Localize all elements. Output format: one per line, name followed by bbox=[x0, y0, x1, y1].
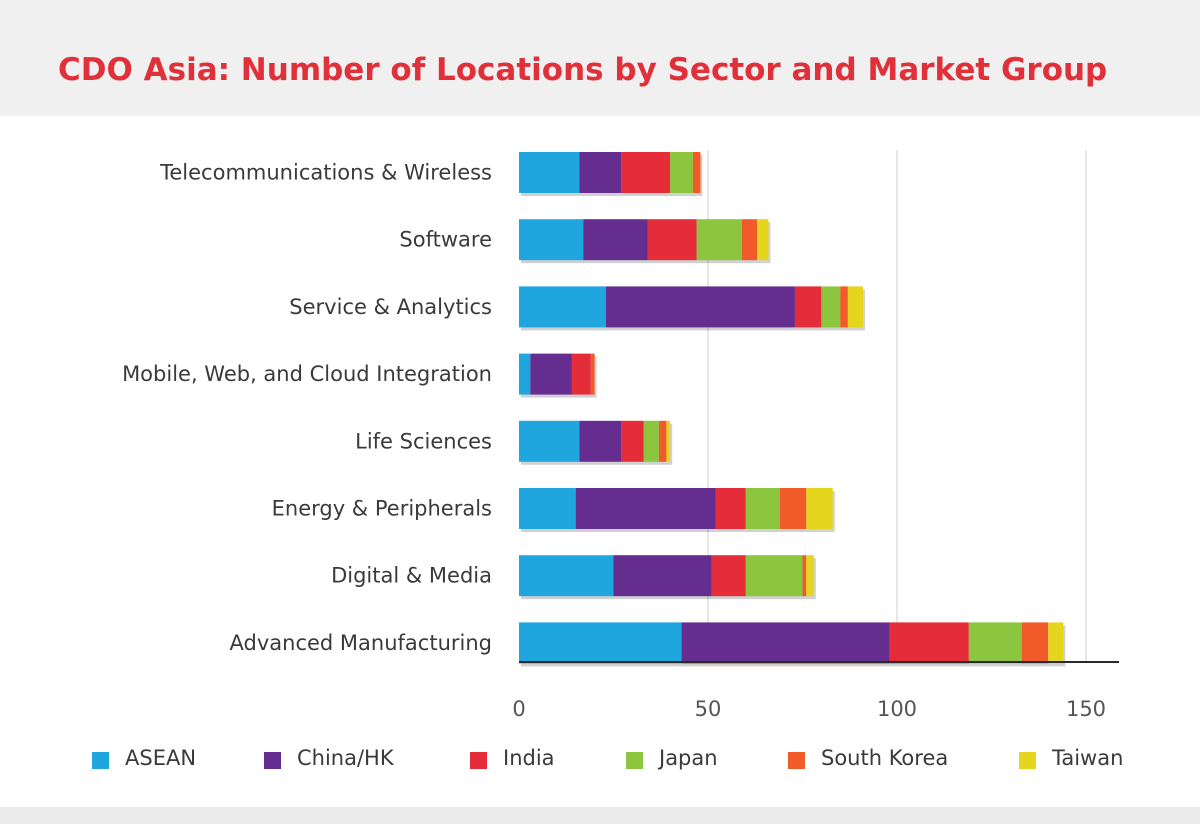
bar-segment-india bbox=[621, 420, 644, 462]
bar-segment-asean bbox=[519, 286, 606, 328]
bar-segment-india bbox=[571, 353, 591, 395]
bar-segment-asean bbox=[519, 353, 531, 395]
x-tick-label: 100 bbox=[877, 697, 917, 721]
bar-segment-asean bbox=[519, 488, 576, 529]
legend-swatch bbox=[92, 752, 109, 769]
legend-label: South Korea bbox=[821, 746, 949, 770]
chart-title: CDO Asia: Number of Locations by Sector … bbox=[58, 52, 1108, 88]
bar-segment-india bbox=[647, 219, 697, 261]
category-label: Service & Analytics bbox=[289, 295, 492, 319]
chart-legend: ASEAN China/HK India Japan South Korea Taiwan bbox=[0, 745, 1200, 775]
bar-segment-japan bbox=[821, 286, 841, 328]
category-label: Energy & Peripherals bbox=[272, 497, 492, 521]
legend-label: China/HK bbox=[297, 746, 394, 770]
title-band bbox=[0, 0, 1200, 116]
bar-segment-south-korea bbox=[742, 219, 758, 261]
bottom-band bbox=[0, 807, 1200, 824]
x-tick-label: 150 bbox=[1066, 697, 1106, 721]
category-label: Mobile, Web, and Cloud Integration bbox=[122, 362, 492, 386]
bar-segment-china-hk bbox=[583, 219, 648, 261]
x-tick-label: 50 bbox=[695, 697, 722, 721]
legend-label: Taiwan bbox=[1052, 746, 1124, 770]
bar-segment-china-hk bbox=[575, 488, 716, 529]
bar-segment-china-hk bbox=[605, 286, 795, 328]
bar-segment-india bbox=[621, 152, 671, 193]
bar-segment-china-hk bbox=[530, 353, 572, 395]
bar-segment-taiwan bbox=[666, 420, 671, 462]
bar-segment-south-korea bbox=[692, 152, 701, 193]
category-label: Telecommunications & Wireless bbox=[159, 161, 492, 185]
bar-segment-india bbox=[711, 555, 746, 597]
bar-segment-india bbox=[889, 622, 969, 664]
bar-segment-japan bbox=[670, 152, 693, 193]
legend-label: India bbox=[503, 746, 555, 770]
legend-swatch bbox=[626, 752, 643, 769]
bar-segment-taiwan bbox=[757, 219, 769, 261]
category-label: Advanced Manufacturing bbox=[230, 631, 492, 655]
bar-segment-india bbox=[794, 286, 822, 328]
bar-segment-asean bbox=[519, 420, 580, 462]
legend-label: Japan bbox=[659, 746, 718, 770]
bar-segment-taiwan bbox=[806, 488, 833, 529]
bar-segment-japan bbox=[745, 488, 780, 529]
bar-segment-china-hk bbox=[613, 555, 712, 597]
bar-segment-japan bbox=[968, 622, 1022, 664]
bar-segment-south-korea bbox=[840, 286, 848, 328]
bar-segment-asean bbox=[519, 622, 682, 664]
legend-label: ASEAN bbox=[125, 746, 197, 770]
bar-segment-asean bbox=[519, 555, 614, 597]
category-label: Digital & Media bbox=[331, 564, 492, 588]
bar-segment-japan bbox=[696, 219, 743, 261]
stacked-bar-chart: Telecommunications & Wireless Software Ser… bbox=[122, 150, 1119, 721]
legend-swatch bbox=[264, 752, 281, 769]
bar-segment-south-korea bbox=[658, 420, 667, 462]
category-label: Software bbox=[399, 228, 492, 252]
bar-segment-south-korea bbox=[590, 353, 595, 395]
legend-swatch bbox=[1019, 752, 1036, 769]
bar-segment-taiwan bbox=[806, 555, 814, 597]
x-tick-label: 0 bbox=[512, 697, 525, 721]
bar-segment-china-hk bbox=[681, 622, 890, 664]
bar-segment-south-korea bbox=[1021, 622, 1049, 664]
bar-segment-taiwan bbox=[1048, 622, 1064, 664]
category-label: Life Sciences bbox=[355, 429, 492, 453]
bar-segment-japan bbox=[745, 555, 803, 597]
bar-segment-taiwan bbox=[847, 286, 863, 328]
legend-swatch bbox=[788, 752, 805, 769]
bar-segment-south-korea bbox=[802, 555, 807, 597]
bar-segment-south-korea bbox=[779, 488, 807, 529]
bar-segment-china-hk bbox=[579, 420, 622, 462]
legend-swatch bbox=[470, 752, 487, 769]
bar-segment-china-hk bbox=[579, 152, 622, 193]
bar-segment-asean bbox=[519, 219, 584, 261]
bar-segment-india bbox=[715, 488, 746, 529]
bar-segment-japan bbox=[643, 420, 659, 462]
bar-segment-asean bbox=[519, 152, 580, 193]
